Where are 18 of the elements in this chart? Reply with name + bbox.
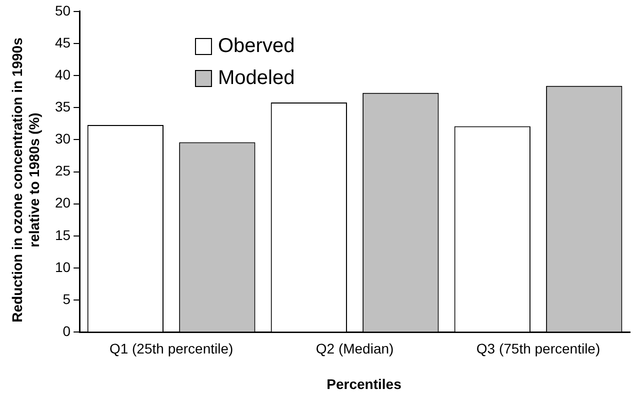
x-tick-label: Q1 (25th percentile) (109, 340, 234, 356)
y-tick-label: 0 (62, 323, 71, 340)
text: Oberved (218, 34, 295, 58)
y-tick-label: 30 (54, 130, 71, 147)
x-axis-title: Percentiles (326, 376, 402, 392)
y-tick-label: 35 (54, 98, 71, 114)
y-tick-label: 25 (54, 162, 71, 179)
y-tick-label: 40 (54, 66, 71, 82)
y-tick-label: 20 (54, 194, 71, 211)
x-tick-label: Q2 (Median) (316, 340, 394, 356)
y-tick-label: 5 (62, 290, 71, 307)
y-tick-label: 10 (54, 258, 71, 275)
y-tick-label: 50 (54, 2, 71, 18)
y-axis-title: Reduction in ozone concentration in 1990s relative to 1980s (%) (9, 36, 43, 324)
legend-label: Modeled (218, 66, 295, 90)
y-tick-label: 15 (54, 226, 71, 243)
x-tick-label: Q3 (75th percentile) (476, 340, 600, 356)
y-tick-label: 45 (54, 34, 71, 50)
